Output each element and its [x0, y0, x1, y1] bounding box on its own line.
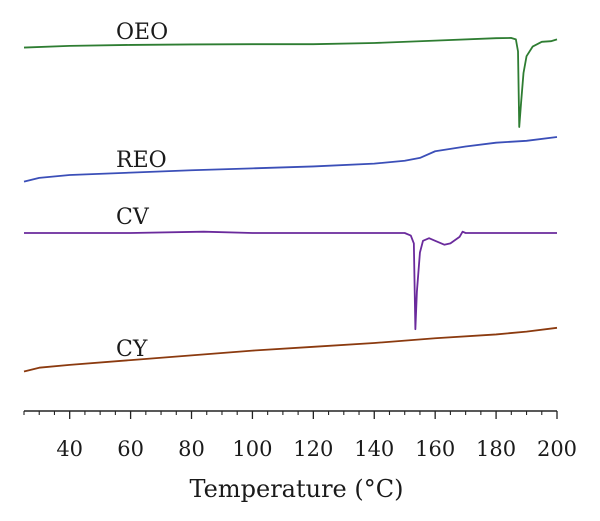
x-tick-label-160: 160 [415, 437, 455, 461]
x-axis: 40 60 80 100 120 140 160 180 200 [23, 410, 577, 461]
x-tick-label-40: 40 [56, 437, 83, 461]
series-label-cv: CV [116, 205, 150, 230]
series-line-reo [23, 136, 558, 183]
x-tick-label-140: 140 [354, 437, 394, 461]
x-tick-label-80: 80 [178, 437, 205, 461]
series-line-oeo [23, 37, 558, 128]
series-label-cy: CY [116, 337, 148, 362]
x-tick-label-200: 200 [537, 437, 577, 461]
series-line-cv [24, 230, 557, 331]
series-label-oeo: OEO [116, 20, 168, 45]
series-layer: OEO REO CV CY [23, 20, 558, 373]
x-tick-label-180: 180 [476, 437, 516, 461]
x-tick-label-60: 60 [117, 437, 144, 461]
x-axis-title: Temperature (°C) [190, 475, 404, 503]
series-label-reo: REO [116, 148, 167, 173]
series-line-cy [23, 326, 558, 373]
x-tick-label-120: 120 [293, 437, 333, 461]
x-tick-label-100: 100 [232, 437, 272, 461]
